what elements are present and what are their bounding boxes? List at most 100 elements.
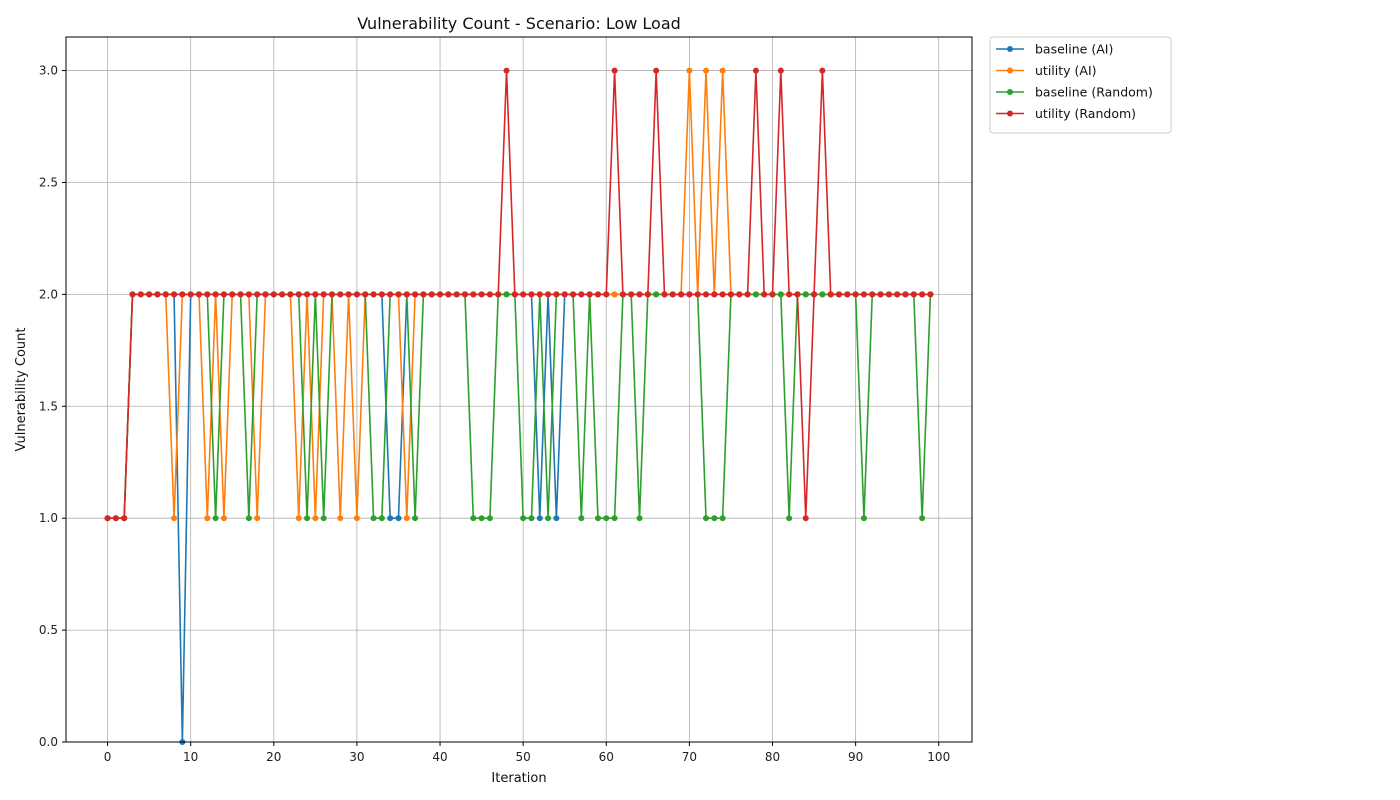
series-line xyxy=(107,69,931,519)
data-point xyxy=(536,291,543,298)
data-point xyxy=(844,291,851,298)
data-point xyxy=(353,291,360,298)
data-point xyxy=(146,291,153,298)
y-tick-label: 2.5 xyxy=(39,175,58,189)
data-point xyxy=(395,291,402,298)
data-point xyxy=(711,291,718,298)
data-point xyxy=(520,291,527,298)
data-point xyxy=(370,291,377,298)
data-point xyxy=(304,291,311,298)
legend-swatch-marker xyxy=(1007,46,1013,52)
data-point xyxy=(553,515,560,522)
data-point xyxy=(586,291,593,298)
data-point xyxy=(345,291,352,298)
data-point xyxy=(545,291,552,298)
data-point xyxy=(486,515,493,522)
data-point xyxy=(594,515,601,522)
data-point xyxy=(619,291,626,298)
legend-label: utility (AI) xyxy=(1035,63,1097,78)
data-point xyxy=(378,291,385,298)
data-point xyxy=(304,515,311,522)
data-point xyxy=(212,515,219,522)
data-point xyxy=(786,515,793,522)
data-point xyxy=(802,515,809,522)
data-point xyxy=(802,291,809,298)
data-point xyxy=(860,515,867,522)
data-point xyxy=(245,291,252,298)
data-point xyxy=(661,291,668,298)
data-point xyxy=(686,291,693,298)
data-point xyxy=(171,515,178,522)
data-point xyxy=(337,515,344,522)
data-point xyxy=(910,291,917,298)
data-point xyxy=(719,67,726,74)
x-tick-label: 50 xyxy=(516,750,531,764)
data-point xyxy=(204,515,211,522)
data-point xyxy=(786,291,793,298)
data-point xyxy=(337,291,344,298)
data-point xyxy=(678,291,685,298)
data-point xyxy=(395,515,402,522)
data-point xyxy=(744,291,751,298)
data-point xyxy=(162,291,169,298)
data-point xyxy=(819,291,826,298)
data-point xyxy=(827,291,834,298)
data-point xyxy=(611,515,618,522)
data-point xyxy=(694,291,701,298)
legend-item: baseline (AI) xyxy=(996,42,1113,57)
data-point xyxy=(295,291,302,298)
x-tick-label: 80 xyxy=(765,750,780,764)
data-point xyxy=(536,515,543,522)
data-point xyxy=(611,67,618,74)
data-point xyxy=(719,291,726,298)
data-point xyxy=(644,291,651,298)
data-point xyxy=(229,291,236,298)
data-point xyxy=(279,291,286,298)
data-point xyxy=(636,515,643,522)
x-tick-label: 20 xyxy=(266,750,281,764)
data-point xyxy=(353,515,360,522)
data-point xyxy=(811,291,818,298)
data-point xyxy=(578,291,585,298)
data-point xyxy=(470,291,477,298)
data-point xyxy=(570,291,577,298)
data-point xyxy=(794,291,801,298)
data-point xyxy=(270,291,277,298)
data-point xyxy=(869,291,876,298)
data-point xyxy=(478,291,485,298)
plot-area-frame xyxy=(65,36,973,743)
data-point xyxy=(669,291,676,298)
y-tick-label: 2.0 xyxy=(39,287,58,301)
data-point xyxy=(254,515,261,522)
data-point xyxy=(852,291,859,298)
data-point xyxy=(703,291,710,298)
data-point xyxy=(195,291,202,298)
data-point xyxy=(919,291,926,298)
legend-frame xyxy=(989,36,1172,134)
data-point xyxy=(362,291,369,298)
data-point xyxy=(262,291,269,298)
data-point xyxy=(428,291,435,298)
data-point xyxy=(104,515,111,522)
data-point xyxy=(187,291,194,298)
data-point xyxy=(478,515,485,522)
x-tick-label: 40 xyxy=(432,750,447,764)
data-point xyxy=(204,291,211,298)
data-point xyxy=(387,515,394,522)
data-point xyxy=(703,67,710,74)
data-point xyxy=(212,291,219,298)
data-point xyxy=(777,291,784,298)
data-point xyxy=(752,291,759,298)
data-point xyxy=(328,291,335,298)
data-point xyxy=(902,291,909,298)
data-point xyxy=(220,291,227,298)
legend-swatch-marker xyxy=(1007,110,1013,117)
data-point xyxy=(154,291,161,298)
data-point xyxy=(603,291,610,298)
data-point xyxy=(836,291,843,298)
y-axis-label: Vulnerability Count xyxy=(14,327,29,451)
data-point xyxy=(653,291,660,298)
series-utility-random xyxy=(104,67,934,522)
data-point xyxy=(653,67,660,74)
series-line xyxy=(107,293,932,519)
